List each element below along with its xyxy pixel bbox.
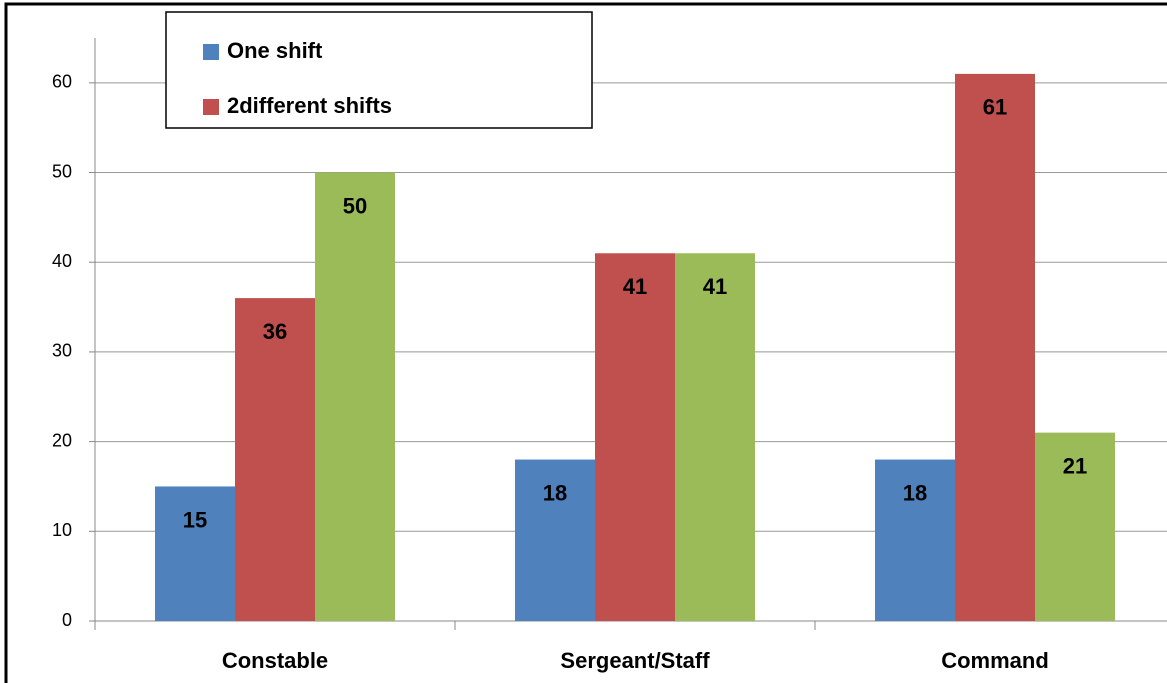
x-tick-label: Command — [941, 648, 1049, 673]
value-label: 41 — [703, 274, 727, 299]
legend-box — [165, 11, 593, 129]
value-label: 15 — [183, 507, 207, 532]
bar — [595, 253, 675, 621]
value-label: 61 — [983, 95, 1007, 120]
value-label: 41 — [623, 274, 647, 299]
bar — [955, 73, 1035, 621]
bar — [235, 298, 315, 621]
value-label: 50 — [343, 193, 367, 218]
legend-swatch — [203, 99, 219, 115]
y-tick-label: 40 — [52, 251, 72, 271]
x-tick-label: Sergeant/Staff — [560, 648, 710, 673]
y-tick-label: 50 — [52, 161, 72, 181]
bar — [1035, 432, 1115, 621]
value-label: 18 — [543, 480, 567, 505]
y-tick-label: 0 — [62, 610, 72, 630]
bar — [675, 253, 755, 621]
value-label: 21 — [1063, 453, 1087, 478]
y-tick-label: 60 — [52, 72, 72, 92]
value-label: 36 — [263, 319, 287, 344]
bar — [155, 486, 235, 621]
legend-swatch — [203, 44, 219, 60]
bar — [315, 172, 395, 622]
legend-label: One shift — [227, 38, 323, 63]
y-tick-label: 10 — [52, 520, 72, 540]
y-tick-label: 30 — [52, 341, 72, 361]
bar — [875, 459, 955, 621]
y-tick-label: 20 — [52, 430, 72, 450]
value-label: 18 — [903, 480, 927, 505]
legend-label: 2different shifts — [227, 93, 392, 118]
x-tick-label: Constable — [222, 648, 328, 673]
bar — [515, 459, 595, 621]
